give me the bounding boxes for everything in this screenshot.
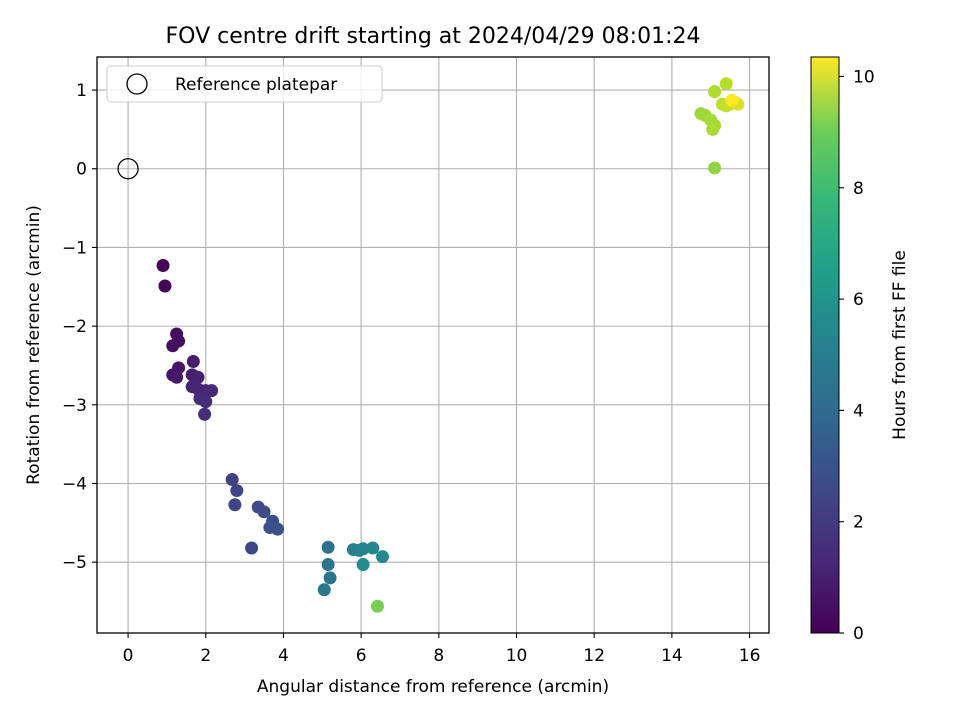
y-tick-label: 1 [76, 81, 87, 101]
colorbar-tick-label: 8 [853, 179, 864, 199]
data-point [323, 571, 337, 585]
data-point [317, 583, 331, 597]
data-point [356, 542, 370, 556]
colorbar-tick-label: 6 [853, 290, 864, 310]
x-axis-ticks: 0 2 4 6 8 10 12 14 16 [123, 633, 761, 666]
colorbar-tick-label: 10 [853, 67, 875, 87]
colorbar-tick-label: 4 [853, 401, 864, 421]
data-point [170, 370, 184, 384]
chart-title: FOV centre drift starting at 2024/04/29 … [166, 24, 701, 49]
data-point [228, 498, 242, 512]
data-point [230, 484, 244, 498]
y-tick-label: −1 [62, 238, 87, 258]
data-point [321, 558, 335, 572]
x-tick-label: 0 [123, 646, 134, 666]
colorbar-tick-label: 0 [853, 624, 864, 644]
data-point [186, 355, 200, 369]
x-tick-label: 4 [278, 646, 289, 666]
y-tick-label: −2 [62, 317, 87, 337]
x-tick-label: 10 [506, 646, 528, 666]
data-point [708, 85, 722, 99]
data-point [706, 122, 720, 136]
data-point [225, 473, 239, 487]
data-point [271, 522, 285, 536]
colorbar-tick-label: 2 [853, 513, 864, 533]
data-point [198, 407, 212, 421]
legend-marker-icon [126, 73, 148, 95]
colorbar-label: Hours from first FF file [890, 250, 910, 440]
data-point [166, 339, 180, 353]
y-axis-label: Rotation from reference (arcmin) [24, 205, 44, 485]
legend: Reference platepar [106, 65, 383, 103]
data-point [376, 550, 390, 564]
data-point [156, 259, 170, 273]
colorbar: 0 2 4 6 8 10 Hours from first FF file [810, 56, 910, 644]
x-tick-label: 12 [583, 646, 605, 666]
colorbar-gradient [810, 56, 840, 634]
y-tick-label: −3 [62, 396, 87, 416]
data-point [725, 93, 739, 107]
data-point [191, 370, 205, 384]
x-tick-label: 2 [200, 646, 211, 666]
y-axis-ticks: −5 −4 −3 −2 −1 0 1 [62, 81, 97, 573]
y-tick-label: 0 [76, 160, 87, 180]
y-tick-label: −5 [62, 553, 87, 573]
legend-label: Reference platepar [175, 75, 337, 95]
reference-marker-layer [117, 158, 139, 180]
data-point [321, 540, 335, 554]
reference-platepar-marker [117, 158, 139, 180]
data-point [158, 279, 172, 293]
data-points [156, 77, 745, 613]
x-tick-label: 14 [661, 646, 683, 666]
data-point [205, 384, 219, 398]
colorbar-ticks: 0 2 4 6 8 10 [839, 67, 875, 644]
plot-frame [96, 56, 770, 634]
data-point [257, 505, 271, 519]
data-point [199, 395, 213, 409]
y-tick-label: −4 [62, 474, 87, 494]
data-point [708, 161, 722, 175]
x-axis-label: Angular distance from reference (arcmin) [257, 677, 609, 697]
grid-lines [97, 57, 769, 633]
data-point [245, 541, 259, 555]
data-point [356, 558, 370, 572]
legend-box [106, 65, 383, 103]
x-tick-label: 6 [356, 646, 367, 666]
x-tick-label: 8 [433, 646, 444, 666]
x-tick-label: 16 [739, 646, 761, 666]
data-point [719, 77, 733, 91]
data-point [366, 541, 380, 555]
data-point [370, 599, 384, 613]
